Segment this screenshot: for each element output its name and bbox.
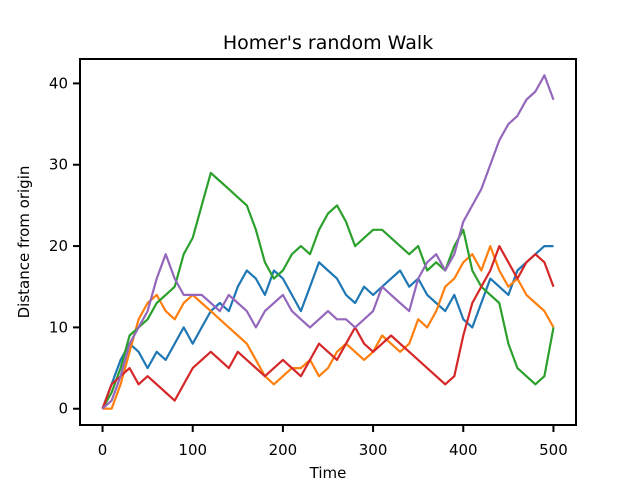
x-tick-label: 500: [539, 441, 568, 459]
plot-frame: [79, 58, 577, 426]
x-axis-ticks: 0 100 200 300 400 500: [98, 425, 568, 459]
y-tick-label: 10: [49, 318, 68, 336]
y-tick-label: 40: [49, 74, 68, 92]
x-tick-label: 0: [98, 441, 108, 459]
x-axis-label: Time: [309, 464, 347, 480]
x-tick-label: 400: [449, 441, 478, 459]
y-tick-label: 30: [49, 156, 68, 174]
series-line-1: [101, 245, 554, 410]
y-tick-label: 0: [58, 400, 68, 418]
y-axis-label: Distance from origin: [15, 166, 33, 319]
series-line-5: [101, 74, 555, 410]
y-axis-ticks: 0 10 20 30 40: [49, 74, 80, 418]
y-tick-label: 20: [49, 237, 68, 255]
series-line-3: [101, 171, 555, 410]
series-line-4: [101, 245, 555, 410]
x-tick-label: 100: [178, 441, 207, 459]
x-tick-label: 200: [269, 441, 298, 459]
chart-title: Homer's random Walk: [223, 32, 433, 54]
series-layer: [101, 74, 555, 410]
x-tick-label: 300: [359, 441, 388, 459]
series-line-2: [102, 245, 555, 410]
